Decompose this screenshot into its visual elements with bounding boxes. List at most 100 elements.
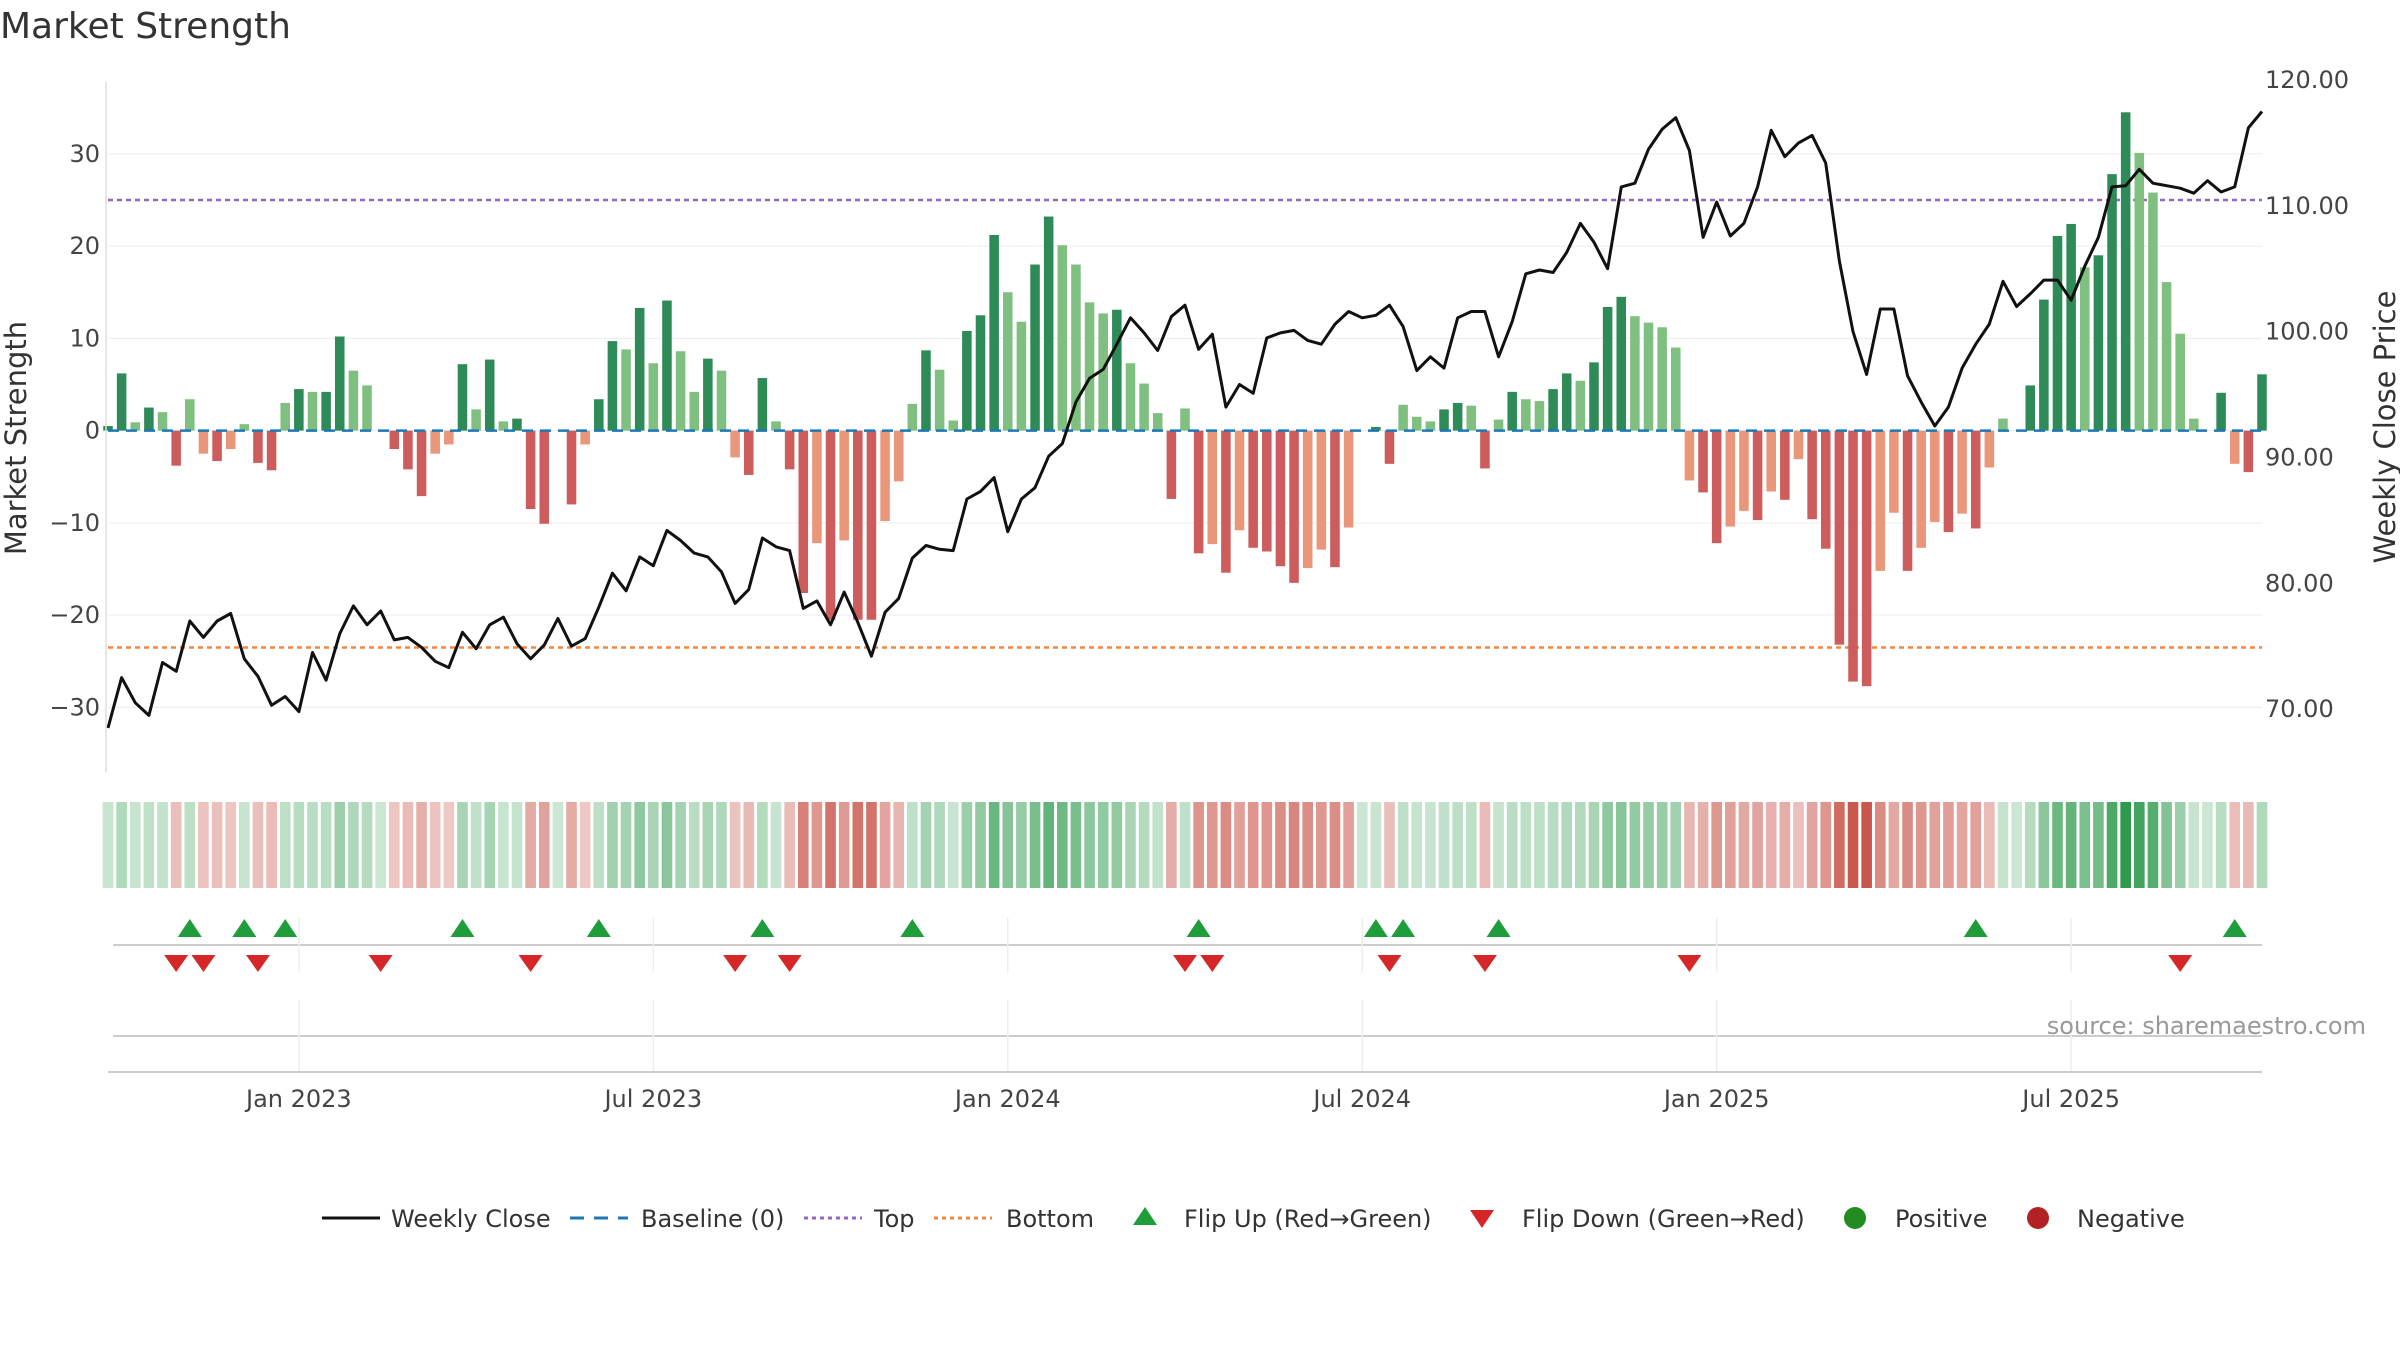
heat-cell: [1820, 802, 1832, 888]
strength-bar: [1112, 309, 1122, 431]
strength-bar: [416, 430, 427, 497]
strength-bar: [1875, 430, 1886, 571]
heat-cell: [579, 802, 591, 888]
heat-cell: [825, 802, 836, 888]
heat-cell: [1997, 802, 2009, 888]
flip-down-marker: [1377, 955, 1402, 972]
strength-bar: [1507, 391, 1517, 431]
x-axis: Jan 2023 Jul 2023 Jan 2024 Jul 2024 Jan 2025…: [108, 1071, 2262, 1113]
heat-cell: [1452, 802, 1463, 888]
strength-bar: [457, 364, 468, 431]
heat-cell: [607, 802, 618, 888]
flip-up-marker: [1363, 919, 1388, 937]
strength-bar: [1575, 380, 1586, 431]
strength-bar: [853, 430, 863, 620]
flip-down-marker: [777, 955, 802, 972]
heat-cell: [593, 802, 605, 888]
strength-bar: [198, 430, 209, 454]
strength-bar: [2257, 374, 2267, 431]
heat-cell: [2243, 802, 2254, 888]
heat-cell: [198, 802, 209, 888]
strength-bar: [2120, 112, 2131, 431]
x-tick-label: Jan 2025: [1662, 1085, 1770, 1113]
strength-bar: [1057, 245, 1068, 431]
heat-cell: [1425, 802, 1436, 888]
flip-down-marker: [368, 955, 393, 972]
strength-bar: [689, 391, 699, 431]
heat-cell: [838, 802, 850, 888]
flip-up-marker: [750, 919, 775, 937]
strength-bar: [1589, 362, 1599, 431]
heat-cell: [920, 802, 932, 888]
heat-cell: [1288, 802, 1300, 888]
heat-cell: [770, 802, 782, 888]
strength-bar: [607, 341, 618, 431]
heat-cell: [907, 802, 918, 888]
heat-cell: [293, 802, 305, 888]
strength-bar: [812, 430, 822, 544]
strength-bar: [294, 389, 304, 431]
heat-cell: [893, 802, 905, 888]
strength-bar: [157, 412, 168, 431]
legend-flip-down-icon: [1470, 1210, 1494, 1228]
heat-cell: [2120, 802, 2131, 888]
strength-bar: [1480, 430, 1490, 469]
heat-cell: [1534, 802, 1545, 888]
strength-bar: [1684, 430, 1695, 481]
strength-bar: [1698, 430, 1708, 493]
flip-up-marker: [2222, 919, 2247, 937]
strength-bar: [1889, 430, 1899, 513]
heat-cell: [1247, 802, 1259, 888]
strength-bar: [2189, 418, 2199, 431]
heat-cell: [1861, 802, 1872, 888]
strength-bar: [1752, 430, 1763, 521]
heat-cell: [320, 802, 332, 888]
strength-bar: [634, 307, 645, 431]
strength-bar: [1466, 405, 1477, 431]
strength-bar: [730, 430, 740, 458]
strength-heat-strip: [102, 802, 2268, 888]
flip-up-marker: [177, 919, 202, 937]
heat-cell: [457, 802, 468, 888]
heat-cell: [279, 802, 291, 888]
heat-cell: [1166, 802, 1177, 888]
heat-cell: [661, 802, 673, 888]
heat-cell: [116, 802, 127, 888]
heat-cell: [1016, 802, 1027, 888]
heat-cell: [2052, 802, 2063, 888]
strength-bar: [1439, 409, 1449, 431]
strength-bar: [348, 370, 359, 431]
strength-bar: [1643, 322, 1654, 431]
strength-bar: [1371, 426, 1381, 431]
strength-bar: [1861, 430, 1872, 687]
flip-down-marker: [245, 955, 270, 972]
heat-cell: [1984, 802, 1995, 888]
heat-cell: [429, 802, 441, 888]
heat-cell: [2147, 802, 2159, 888]
heat-cell: [1520, 802, 1532, 888]
heat-cell: [1097, 802, 1109, 888]
strength-bar: [743, 430, 754, 475]
heat-cell: [184, 802, 196, 888]
strength-bar: [771, 421, 781, 431]
strength-bar: [171, 430, 181, 466]
strength-bar: [1521, 399, 1531, 431]
legend-weekly-close-label: Weekly Close: [391, 1205, 551, 1233]
heat-cell: [1220, 802, 1232, 888]
strength-bar: [1930, 430, 1940, 522]
flip-down-marker: [2168, 955, 2193, 972]
strength-bar: [675, 351, 686, 431]
heat-cell: [1043, 802, 1054, 888]
strength-bar: [280, 402, 290, 431]
x-tick-label: Jul 2023: [602, 1085, 702, 1113]
chart-title: Market Strength: [0, 6, 291, 47]
heat-cell: [675, 802, 686, 888]
heat-cell: [538, 802, 550, 888]
strength-bar: [989, 235, 999, 431]
heat-cell: [266, 802, 277, 888]
heat-cell: [1670, 802, 1682, 888]
flip-up-marker: [1186, 919, 1211, 937]
legend-top-label: Top: [873, 1205, 915, 1233]
heat-cell: [511, 802, 523, 888]
heat-cell: [1588, 802, 1600, 888]
